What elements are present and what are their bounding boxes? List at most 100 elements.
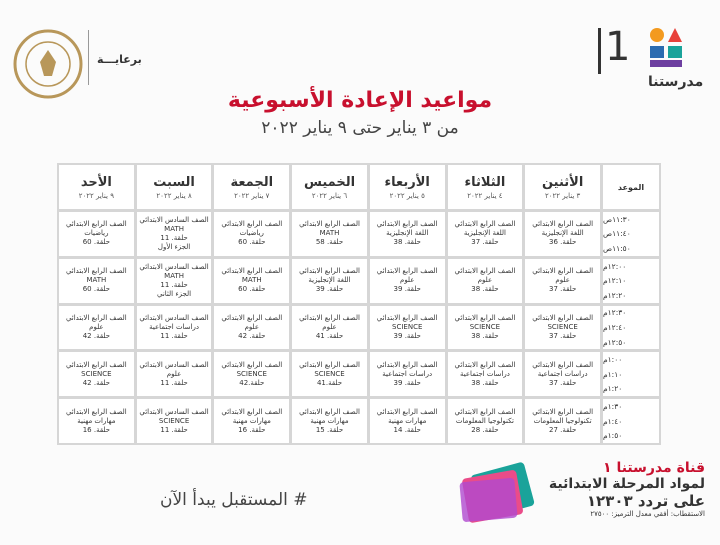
lesson-line: حلقة. 39 bbox=[393, 285, 421, 294]
lesson-line: الصف الرابع الابتدائي bbox=[454, 407, 516, 416]
lesson-cell: الصف السادس الابتدائي MATH حلقة. 11 الجزء ا… bbox=[136, 258, 212, 303]
lesson-cell: الصف الرابع الابتدائي علوم حلقة. 42 bbox=[214, 305, 290, 350]
day-header: الجمعة ٧ يناير ٢٠٢٢ bbox=[214, 165, 290, 209]
day-name: الأربعاء bbox=[384, 174, 430, 190]
day-header: الثلاثاء ٤ يناير ٢٠٢٢ bbox=[447, 165, 523, 209]
lesson-cell: الصف الرابع الابتدائي رياضيات حلقة. 60 bbox=[59, 212, 134, 256]
time-slot: ١١:٤٠ص bbox=[603, 229, 631, 239]
lesson-line: الصف الرابع الابتدائي bbox=[221, 313, 283, 322]
day-header: السبت ٨ يناير ٢٠٢٢ bbox=[136, 165, 212, 209]
lesson-cell: الصف الرابع الابتدائي تكنولوجيا المعلومات… bbox=[447, 399, 523, 443]
lesson-line: حلقة. 60 bbox=[82, 285, 111, 294]
day-date: ٣ يناير ٢٠٢٢ bbox=[545, 191, 581, 200]
lesson-line: حلقة. 27 bbox=[548, 425, 577, 434]
lesson-line: رياضيات bbox=[239, 229, 264, 238]
day-header: الأربعاء ٥ يناير ٢٠٢٢ bbox=[369, 165, 445, 209]
lesson-line: الجزء الثاني bbox=[157, 289, 192, 298]
day-name: الأحد bbox=[80, 174, 112, 190]
time-slot: ١٢:٢٠م bbox=[603, 290, 627, 300]
lesson-cell: الصف الرابع الابتدائي مهارات مهنية حلقة. 1… bbox=[59, 399, 134, 443]
time-slot: ١٢:٥٠م bbox=[603, 337, 627, 347]
lesson-cell: الصف الرابع الابتدائي SCIENCE حلقة. 39 bbox=[369, 305, 445, 350]
lesson-cell: الصف الرابع الابتدائي علوم حلقة. 42 bbox=[59, 305, 134, 350]
lesson-cell: الصف الرابع الابتدائي علوم حلقة. 37 bbox=[525, 258, 600, 303]
lesson-cell: الصف الرابع الابتدائي MATH حلقة. 60 bbox=[59, 258, 134, 303]
lesson-cell: الصف الرابع الابتدائي دراسات اجتماعية حلقة… bbox=[447, 352, 523, 397]
lesson-line: الصف الرابع الابتدائي bbox=[65, 220, 127, 229]
time-slot: ١:٤٠م bbox=[603, 416, 623, 426]
lesson-line: حلقة. 11 bbox=[160, 378, 188, 387]
lesson-line: حلقة. 15 bbox=[315, 425, 344, 434]
lesson-line: SCIENCE bbox=[81, 369, 112, 378]
lesson-line: الصف السادس الابتدائي bbox=[139, 313, 209, 322]
lesson-line: حلقة. 41 bbox=[315, 331, 344, 340]
lesson-line: دراسات اجتماعية bbox=[459, 369, 510, 378]
lesson-line: الصف السادس الابتدائي bbox=[139, 215, 209, 224]
schedule-table: الأحد ٩ يناير ٢٠٢٢ السبت ٨ يناير ٢٠٢٢ الجمعة… bbox=[57, 163, 661, 445]
lesson-line: حلقة. 39 bbox=[393, 378, 421, 387]
lesson-line: الصف الرابع الابتدائي bbox=[65, 313, 127, 322]
lesson-cell: الصف الرابع الابتدائي علوم حلقة. 39 bbox=[369, 258, 445, 303]
sponsor-label: برعايـــة bbox=[97, 53, 142, 66]
lesson-line: مهارات مهنية bbox=[388, 416, 427, 425]
lesson-line: الصف الرابع الابتدائي bbox=[221, 267, 283, 276]
time-slot: ١٢:٠٠م bbox=[603, 261, 627, 271]
lesson-line: الصف الرابع الابتدائي bbox=[454, 220, 516, 229]
lesson-cell: الصف الرابع الابتدائي SCIENCE حلقة.42 bbox=[214, 352, 290, 397]
lesson-cell: الصف الرابع الابتدائي علوم حلقة. 41 bbox=[292, 305, 367, 350]
divider bbox=[88, 30, 89, 85]
lesson-line: تكنولوجيا المعلومات bbox=[455, 416, 514, 425]
time-cell: ١:٣٠م ١:٤٠م ١:٥٠م bbox=[603, 399, 659, 443]
day-name: الثلاثاء bbox=[464, 174, 506, 190]
time-slot: ١:٣٠م bbox=[603, 401, 623, 411]
lesson-line: MATH bbox=[86, 276, 107, 285]
lesson-line: حلقة. 16 bbox=[238, 425, 266, 434]
lesson-line: SCIENCE bbox=[469, 322, 501, 331]
lesson-line: الصف الرابع الابتدائي bbox=[221, 360, 283, 369]
time-header-label: الموعد bbox=[617, 182, 645, 192]
lesson-line: حلقة. 60 bbox=[238, 285, 266, 294]
time-cell: ١:٠٠م ١:١٠م ١:٢٠م bbox=[603, 352, 659, 397]
lesson-line: الصف الرابع الابتدائي bbox=[299, 313, 360, 322]
lesson-line: الصف الرابع الابتدائي bbox=[454, 360, 516, 369]
lesson-line: الصف الرابع الابتدائي bbox=[454, 313, 516, 322]
title: مواعيد الإعادة الأسبوعية bbox=[227, 88, 493, 113]
time-slot: ١:٥٠م bbox=[603, 431, 623, 441]
brand-number: 1 bbox=[605, 24, 631, 70]
hashtag: # المستقبل يبدأ الآن bbox=[160, 490, 308, 510]
lesson-cell: الصف السادس الابتدائي MATH حلقة. 11 الجزء ا… bbox=[136, 212, 212, 256]
time-cell: ١٢:٠٠م ١٢:١٠م ١٢:٢٠م bbox=[603, 258, 659, 303]
footer: قناة مدرستنا ١ لمواد المرحلة الابتدائية … bbox=[549, 460, 705, 518]
lesson-line: الصف الرابع الابتدائي bbox=[65, 267, 127, 276]
brand-name: مدرستنا bbox=[648, 74, 704, 90]
lesson-cell: الصف الرابع الابتدائي SCIENCE حلقة.41 bbox=[292, 352, 367, 397]
lesson-cell: الصف الرابع الابتدائي SCIENCE حلقة. 38 bbox=[447, 305, 523, 350]
lesson-cell: الصف الرابع الابتدائي MATH حلقة. 58 bbox=[292, 212, 367, 256]
lesson-line: علوم bbox=[166, 369, 182, 378]
lesson-line: حلقة. 16 bbox=[82, 425, 111, 434]
time-slot: ١٢:١٠م bbox=[603, 276, 627, 286]
lesson-line: اللغة الإنجليزية bbox=[463, 229, 506, 238]
lesson-line: حلقة. 37 bbox=[548, 378, 577, 387]
lesson-line: SCIENCE bbox=[158, 416, 190, 425]
day-date: ٤ يناير ٢٠٢٢ bbox=[467, 191, 503, 200]
time-slot: ١٢:٣٠م bbox=[603, 308, 627, 318]
lesson-cell: الصف الرابع الابتدائي مهارات مهنية حلقة. 1… bbox=[292, 399, 367, 443]
lesson-cell: الصف الرابع الابتدائي رياضيات حلقة. 60 bbox=[214, 212, 290, 256]
lesson-line: الصف السادس الابتدائي bbox=[139, 407, 209, 416]
lesson-cell: الصف الرابع الابتدائي تكنولوجيا المعلومات… bbox=[525, 399, 600, 443]
lesson-line: حلقة. 39 bbox=[393, 331, 421, 340]
lesson-line: علوم bbox=[244, 322, 260, 331]
lesson-cell: الصف السادس الابتدائي SCIENCE حلقة. 11 bbox=[136, 399, 212, 443]
lesson-line: حلقة. 28 bbox=[471, 425, 499, 434]
day-name: الأثنين bbox=[541, 174, 584, 190]
lesson-line: MATH bbox=[164, 224, 184, 233]
lesson-cell: الصف الرابع الابتدائي مهارات مهنية حلقة. 1… bbox=[214, 399, 290, 443]
lesson-line: علوم bbox=[555, 276, 570, 285]
time-header: الموعد bbox=[603, 165, 659, 209]
lesson-line: حلقة. 37 bbox=[471, 238, 499, 247]
day-name: الجمعة bbox=[230, 174, 274, 190]
lesson-line: MATH bbox=[164, 271, 184, 280]
time-slot: ١:٢٠م bbox=[603, 384, 623, 394]
time-slot: ١١:٥٠ص bbox=[603, 243, 631, 253]
